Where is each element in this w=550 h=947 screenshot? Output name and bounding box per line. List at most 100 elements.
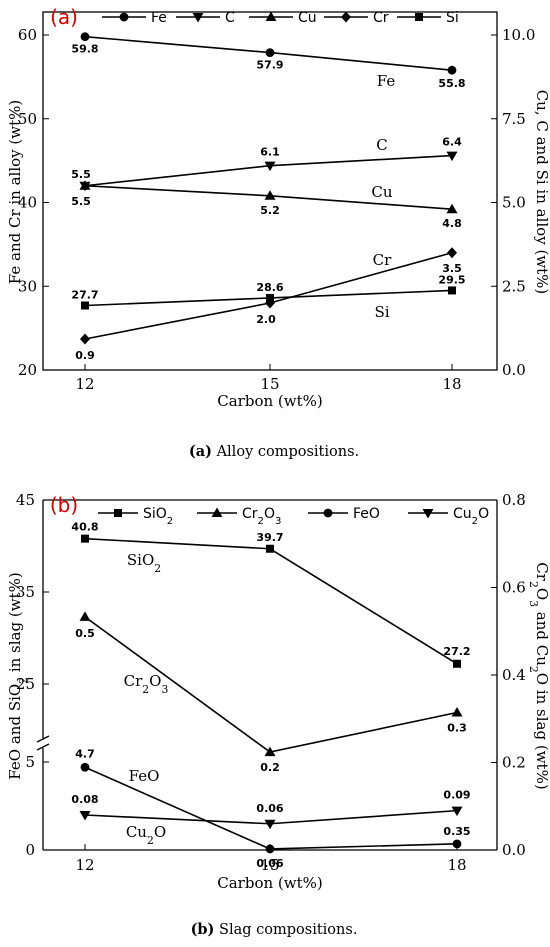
data-label-fe: 59.8 [71, 43, 98, 56]
x-tick-label: 15 [260, 375, 279, 393]
data-label-c: 5.5 [71, 168, 91, 181]
legend-marker [265, 11, 277, 21]
data-label-cu: 4.8 [442, 217, 462, 230]
y-right-tick-label: 0.4 [502, 666, 526, 684]
data-label-feo: 0.35 [443, 825, 470, 838]
y-left-tick-label: 35 [16, 583, 35, 601]
legend-label: Cr [373, 10, 389, 26]
data-point-si [266, 293, 274, 302]
data-label-cu2o: 0.06 [256, 802, 283, 815]
y-right-tick-label: 0.0 [502, 361, 526, 379]
data-label-feo: 0.06 [256, 857, 283, 870]
legend-marker [119, 12, 129, 22]
series-line-c [84, 154, 453, 187]
legend-label: FeO [353, 506, 380, 522]
data-label-c: 6.1 [260, 146, 280, 159]
y-left-axis-label: Fe and Cr in alloy (wt%) [6, 100, 24, 284]
series-label-cu2o: Cu2O [126, 823, 166, 847]
data-point-si [81, 301, 89, 310]
legend-marker [114, 509, 122, 517]
series-label-cr: Cr [373, 251, 392, 269]
data-label-c: 6.4 [442, 136, 462, 149]
data-point-cu [79, 180, 91, 190]
series-label-cr2o3: Cr2O3 [124, 672, 169, 696]
y-left-tick-label: 30 [18, 277, 37, 295]
data-point-cu [446, 203, 458, 214]
data-point-sio2 [266, 544, 274, 553]
data-label-si: 28.6 [256, 281, 283, 294]
data-point-sio2 [453, 659, 461, 668]
y-left-tick-label: 45 [16, 491, 35, 509]
y-right-tick-label: 5.0 [502, 194, 526, 212]
legend-label: Fe [151, 10, 167, 26]
data-point-cu2o [264, 819, 276, 830]
x-tick-label: 12 [75, 375, 94, 393]
x-axis-label: Carbon (wt%) [217, 392, 322, 410]
data-point-sio2 [81, 534, 89, 543]
series-label-cu: Cu [371, 183, 392, 201]
legend-marker [323, 508, 333, 518]
series-label-si: Si [374, 303, 389, 321]
x-tick-label: 18 [447, 856, 466, 874]
data-point-c [446, 151, 458, 162]
caption-b: (b) Slag compositions. [191, 921, 358, 938]
y-right-tick-label: 10.0 [502, 26, 535, 44]
data-point-cr2o3 [451, 707, 463, 717]
axis-break-mark [36, 743, 50, 751]
x-axis-label: Carbon (wt%) [217, 874, 322, 892]
legend-marker [341, 11, 351, 23]
y-right-tick-label: 0.0 [502, 841, 526, 859]
legend-label: Cr2O3 [242, 506, 281, 527]
y-right-tick-label: 0.8 [502, 491, 526, 509]
legend-marker [192, 13, 204, 23]
y-left-axis-label: FeO and SiO2 in slag (wt%) [6, 572, 30, 779]
data-label-sio2: 39.7 [256, 531, 283, 544]
data-label-cu: 5.2 [260, 204, 280, 217]
x-tick-label: 15 [260, 856, 279, 874]
y-left-tick-label: 60 [18, 26, 37, 44]
y-right-tick-label: 2.5 [502, 277, 526, 295]
data-label-cr2o3: 0.2 [260, 761, 280, 774]
data-point-feo [80, 762, 90, 772]
caption-a: (a) Alloy compositions. [189, 443, 359, 460]
series-label-c: C [376, 136, 387, 154]
y-left-tick-label: 20 [18, 361, 37, 379]
x-tick-label: 18 [442, 375, 461, 393]
data-point-fe [80, 32, 90, 42]
legend-marker [211, 507, 223, 517]
y-left-tick-label: 50 [18, 110, 37, 128]
data-label-cr: 0.9 [75, 349, 95, 362]
y-right-tick-label: 0.6 [502, 579, 526, 597]
panel-letter-a: (a) [50, 5, 78, 29]
data-point-feo [265, 844, 275, 854]
data-point-cr [447, 247, 457, 259]
data-label-cr: 2.0 [256, 313, 276, 326]
data-point-cu [264, 190, 276, 200]
data-label-cr2o3: 0.3 [447, 722, 467, 735]
legend-label: Si [446, 10, 459, 26]
legend-label: Cu2O [453, 506, 489, 527]
data-label-cr: 3.5 [442, 262, 462, 275]
y-left-tick-label: 25 [16, 675, 35, 693]
data-point-cr2o3 [79, 611, 91, 621]
data-point-fe [447, 65, 457, 75]
y-right-axis-label: Cr2O3 and Cu2O in slag (wt%) [528, 562, 550, 789]
x-tick-label: 12 [75, 856, 94, 874]
y-right-tick-label: 0.2 [502, 754, 526, 772]
data-label-sio2: 40.8 [71, 521, 98, 534]
data-point-cr2o3 [264, 746, 276, 757]
data-label-fe: 57.9 [256, 59, 283, 72]
data-point-feo [452, 839, 462, 849]
data-label-fe: 55.8 [438, 77, 465, 90]
data-label-si: 29.5 [438, 273, 465, 286]
y-right-axis-label: Cu, C and Si in alloy (wt%) [533, 90, 550, 295]
data-point-c [264, 161, 276, 172]
legend-marker [422, 509, 434, 519]
data-point-si [448, 286, 456, 295]
y-right-tick-label: 7.5 [502, 110, 526, 128]
y-left-tick-label: 40 [18, 194, 37, 212]
y-left-tick-label: 0 [25, 841, 35, 859]
legend-label: SiO2 [143, 506, 173, 527]
data-label-sio2: 27.2 [443, 645, 470, 658]
